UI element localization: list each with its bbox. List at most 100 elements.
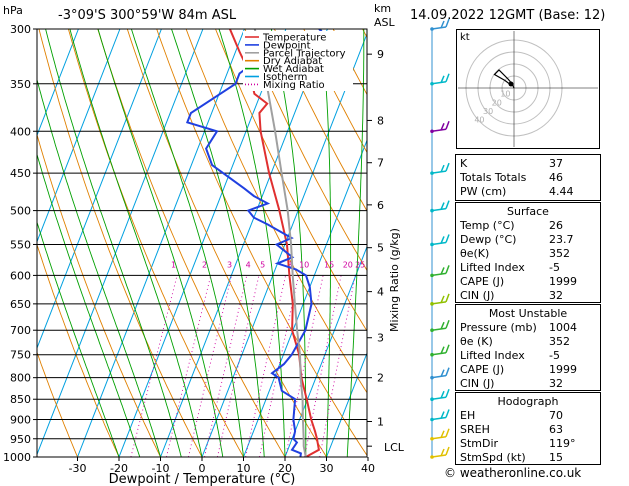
hodograph-params-row-value: 119° [549,437,576,450]
mixing-ratio-line [259,275,300,457]
location-title: -3°09'S 300°59'W 84m ASL [58,8,237,23]
wet-adiabat-line [97,29,224,457]
most-unstable-row-value: 352 [549,335,570,348]
mixing-ratio-line [187,275,232,457]
precipitable-water-value: 4.44 [549,185,574,198]
hodograph-ring-label: 20 [492,98,502,107]
hodograph-params-row-label: EH [460,409,475,422]
most-unstable-heading: Most Unstable [489,307,568,320]
wind-barb [430,319,450,333]
dry-adiabat-line [97,29,286,457]
isotherm-line [243,138,367,457]
mixing-ratio-label: 25 [355,260,365,269]
mixing-ratio-label: 2 [202,260,207,269]
surface-row-value: 352 [549,247,570,260]
mixing-ratio-label: 8 [287,260,292,269]
storm-motion-marker [508,81,514,87]
surface-row-value: 32 [549,289,563,302]
plot-frame [36,28,368,458]
most-unstable-row-label: Pressure (mb) [460,321,537,334]
k-index-label: K [460,157,468,170]
legend-entry: Dewpoint [263,40,311,51]
surface-row-label: Dewp (°C) [460,233,516,246]
wet-adiabat-line [218,29,286,457]
mixing-ratio-line [204,275,248,457]
wind-barb [430,367,450,380]
surface-heading: Surface [507,205,549,218]
pressure-tick-label: 550 [10,238,31,251]
wind-barb [430,265,450,278]
hodograph-frame [456,29,600,149]
most-unstable-row-value: 1999 [549,363,577,376]
altitude-tick-label: 5 [377,242,384,255]
wind-barb [430,409,450,422]
isotherm-line [160,29,328,457]
wind-barb [430,162,450,175]
hodograph-params-row-label: SREH [460,423,490,436]
hodograph-ring-label: 30 [483,107,493,116]
dry-adiabat-line [37,351,78,457]
pressure-tick-label: 900 [10,414,31,427]
mixing-ratio-line [245,275,287,457]
mixing-ratio-line [216,275,260,457]
lcl-label: LCL [384,441,405,454]
temperature-line [228,29,321,457]
legend-background [243,31,353,91]
most-unstable-row-value: -5 [549,349,560,362]
wind-barb [430,388,450,402]
surface-row-value: 26 [549,219,563,232]
temperature-tick-label: 40 [361,462,375,475]
most-unstable-row-value: 32 [549,377,563,390]
wind-barb [430,293,450,306]
legend-entry: Parcel Trajectory [263,48,346,59]
parcel-trajectory-line [253,29,307,457]
mixing-ratio-label: 1 [171,260,176,269]
mixing-ratio-label: 15 [324,260,334,269]
isotherm-line [326,351,367,457]
km-unit-label: km [374,2,391,15]
mixing-ratio-label: 3 [227,260,232,269]
mixing-ratio-label: 10 [299,260,309,269]
k-index-value: 37 [549,157,563,170]
surface-row-label: Lifted Index [460,261,525,274]
wind-barb [430,428,450,441]
altitude-tick-label: 9 [377,48,384,61]
dry-adiabat-line [303,29,367,154]
most-unstable-row-label: CIN (J) [460,377,494,390]
wind-barb [430,73,450,86]
wind-barb [430,446,450,459]
asl-unit-label: ASL [374,16,396,29]
legend-entry: Wet Adiabat [263,64,324,75]
isotherm-line [284,245,367,457]
pressure-tick-label: 400 [10,125,31,138]
isotherm-line [201,32,367,457]
dry-adiabat-line [244,29,367,272]
indices-box [455,154,601,201]
surface-box [455,202,601,303]
surface-row-label: θe(K) [460,247,489,260]
temperature-tick-label: 20 [278,462,292,475]
most-unstable-row-label: Lifted Index [460,349,525,362]
altitude-tick-label: 4 [377,286,384,299]
hodograph-params-row-value: 15 [549,451,563,464]
copyright-footer: © weatheronline.co.uk [444,466,582,480]
mixing-ratio-label: 20 [343,260,353,269]
isotherm-line [37,29,121,243]
most-unstable-row-value: 1004 [549,321,577,334]
datetime-label: 14.09.2022 12GMT (Base: 12) [410,8,605,23]
pressure-tick-label: 500 [10,205,31,218]
surface-row-value: 23.7 [549,233,574,246]
indices-table: K 37 Totals Totals 46 PW (cm) 4.44SurfaceTemp… [455,154,601,465]
wet-adiabat-line [37,78,161,457]
most-unstable-row-label: CAPE (J) [460,363,504,376]
hodograph-params-row-value: 70 [549,409,563,422]
wind-barb [430,344,450,357]
temperature-tick-label: 0 [199,462,206,475]
pressure-tick-label: 600 [10,269,31,282]
legend-entry: Mixing Ratio [263,80,325,91]
hodograph-unit: kt [460,32,470,43]
altitude-tick-label: 8 [377,114,384,127]
wet-adiabat-line [346,29,365,457]
